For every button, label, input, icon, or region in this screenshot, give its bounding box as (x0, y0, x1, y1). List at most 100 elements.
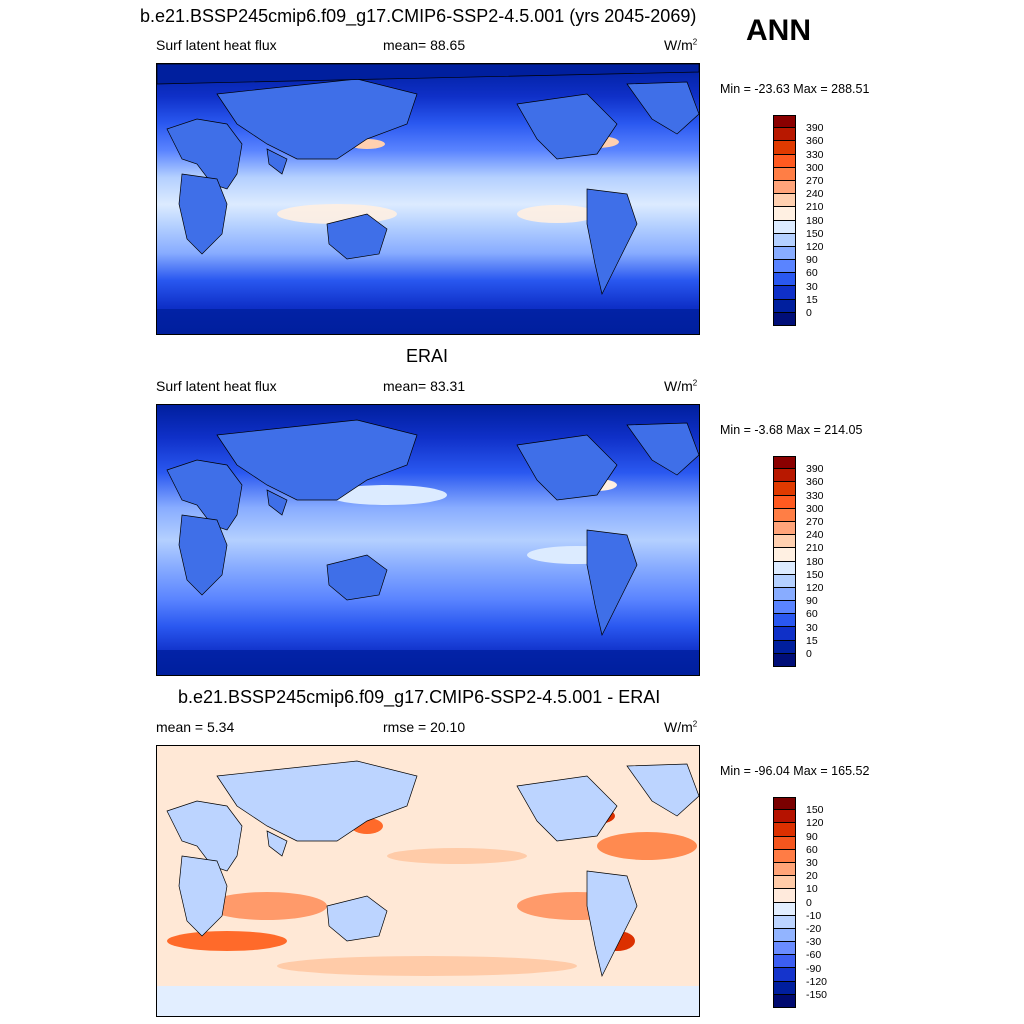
colorbar-tick-label: 30 (806, 280, 818, 293)
colorbar-swatch (773, 561, 796, 575)
colorbar-tick-label: 150 (806, 804, 824, 817)
season-label: ANN (746, 14, 811, 47)
panel3-mean-label: mean = 5.34 (156, 719, 235, 735)
colorbar-tick-label: 0 (806, 648, 812, 660)
panel3-rmse-label: rmse = 20.10 (383, 719, 466, 735)
panel3-header: b.e21.BSSP245cmip6.f09_g17.CMIP6-SSP2-4.… (178, 687, 661, 707)
colorbar-tick-label: 120 (806, 582, 824, 594)
colorbar-tick-label: 240 (806, 188, 824, 201)
colorbar-tick-label: -20 (806, 923, 822, 935)
colorbar-swatch (773, 548, 796, 562)
colorbar-swatch (773, 981, 796, 995)
colorbar-tick-label: -150 (806, 989, 828, 1001)
colorbar-swatch (773, 915, 796, 929)
colorbar-tick-label: 30 (806, 857, 818, 869)
colorbar-swatch (773, 823, 796, 837)
panel1-variable-label: Surf latent heat flux (156, 37, 277, 53)
main-title: b.e21.BSSP245cmip6.f09_g17.CMIP6-SSP2-4.… (140, 6, 697, 26)
colorbar-tick-label: -30 (806, 936, 822, 949)
panel2-header: ERAI (406, 346, 449, 366)
colorbar-swatch (773, 273, 796, 287)
colorbar-swatch (773, 115, 796, 129)
panel2-map (156, 404, 700, 676)
colorbar-swatch (773, 482, 796, 496)
colorbar-swatch (773, 601, 796, 615)
colorbar-tick-label: 360 (806, 135, 824, 148)
colorbar-tick-label: 180 (806, 555, 824, 568)
colorbar-tick-label: 330 (806, 148, 824, 161)
colorbar-tick-label: 330 (806, 489, 824, 502)
colorbar-tick-label: 300 (806, 502, 824, 515)
colorbar-swatch (773, 508, 796, 522)
colorbar-swatch (773, 653, 796, 667)
panel2-variable-label: Surf latent heat flux (156, 378, 277, 394)
colorbar-swatch (773, 889, 796, 903)
colorbar-swatch (773, 312, 796, 326)
colorbar-swatch (773, 968, 796, 982)
colorbar-tick-label: 60 (806, 843, 818, 856)
colorbar-tick-label: 120 (806, 241, 824, 253)
colorbar-tick-label: 240 (806, 529, 824, 542)
colorbar-swatch (773, 128, 796, 142)
colorbar-swatch (773, 246, 796, 261)
colorbar-swatch (773, 574, 796, 588)
panel2-colorbar (773, 456, 796, 667)
colorbar-swatch (773, 849, 796, 863)
colorbar-swatch (773, 797, 796, 811)
panel2-mean-label: mean= 83.31 (383, 378, 466, 394)
colorbar-tick-label: 150 (806, 568, 824, 581)
colorbar-tick-label: 150 (806, 227, 824, 240)
panel1-mean-label: mean= 88.65 (383, 37, 466, 53)
panel2-units-label: W/m2 (664, 378, 698, 394)
colorbar-tick-label: 60 (806, 608, 818, 621)
colorbar-tick-label: 10 (806, 883, 818, 896)
colorbar-swatch (773, 810, 796, 824)
colorbar-swatch (773, 535, 796, 549)
colorbar-swatch (773, 587, 796, 602)
panel1-colorbar (773, 115, 796, 326)
colorbar-tick-label: 30 (806, 621, 818, 634)
panel1-minmax: Min = -23.63 Max = 288.51 (720, 82, 870, 96)
colorbar-tick-label: 90 (806, 595, 818, 608)
colorbar-tick-label: -10 (806, 909, 822, 922)
colorbar-swatch (773, 942, 796, 956)
colorbar-swatch (773, 207, 796, 221)
colorbar-swatch (773, 180, 796, 195)
panel3-minmax: Min = -96.04 Max = 165.52 (720, 764, 870, 778)
colorbar-tick-label: 15 (806, 293, 818, 306)
colorbar-swatch (773, 194, 796, 208)
panel2-minmax: Min = -3.68 Max = 214.05 (720, 423, 863, 437)
colorbar-tick-label: 300 (806, 161, 824, 174)
colorbar-swatch (773, 299, 796, 313)
colorbar-swatch (773, 902, 796, 916)
colorbar-swatch (773, 220, 796, 234)
colorbar-tick-label: 180 (806, 214, 824, 227)
colorbar-tick-label: -60 (806, 949, 822, 962)
panel1-map (156, 63, 700, 335)
panel3-units-label: W/m2 (664, 719, 698, 735)
colorbar-swatch (773, 614, 796, 628)
panel1-units-label: W/m2 (664, 37, 698, 53)
colorbar-tick-label: 90 (806, 830, 818, 843)
colorbar-swatch (773, 640, 796, 654)
colorbar-tick-label: 60 (806, 267, 818, 280)
colorbar-swatch (773, 260, 796, 274)
colorbar-swatch (773, 836, 796, 850)
colorbar-tick-label: 270 (806, 175, 824, 187)
colorbar-swatch (773, 456, 796, 470)
colorbar-tick-label: 90 (806, 254, 818, 267)
colorbar-tick-label: 360 (806, 476, 824, 489)
panel3-continents (166, 760, 699, 978)
panel3-map (156, 745, 700, 1017)
colorbar-swatch (773, 994, 796, 1008)
colorbar-swatch (773, 154, 796, 168)
panel2-continents (166, 419, 699, 637)
colorbar-swatch (773, 928, 796, 943)
colorbar-swatch (773, 521, 796, 536)
colorbar-swatch (773, 233, 796, 247)
colorbar-swatch (773, 955, 796, 969)
colorbar-swatch (773, 167, 796, 181)
colorbar-tick-label: 0 (806, 896, 812, 909)
colorbar-tick-label: 15 (806, 634, 818, 647)
colorbar-swatch (773, 469, 796, 483)
